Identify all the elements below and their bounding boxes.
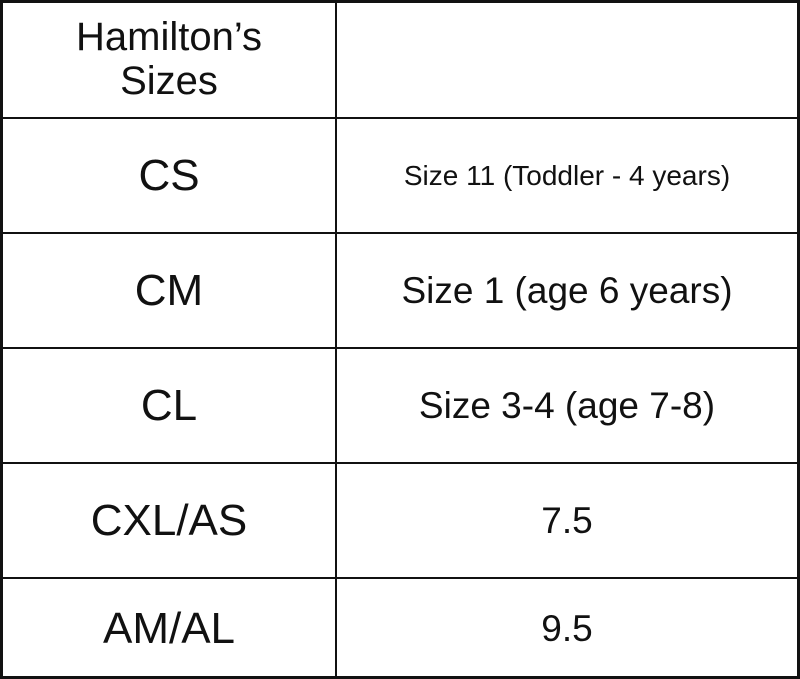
header-row: Hamilton’s Sizes [2, 2, 798, 119]
table-row: CS Size 11 (Toddler - 4 years) [2, 117, 798, 234]
size-equivalent: 9.5 [335, 577, 798, 679]
size-code: CXL/AS [2, 462, 337, 579]
size-equivalent: Size 3-4 (age 7-8) [335, 347, 798, 464]
size-equivalent: 7.5 [335, 462, 798, 579]
table-row: CM Size 1 (age 6 years) [2, 232, 798, 349]
size-equivalent: Size 11 (Toddler - 4 years) [335, 117, 798, 234]
size-equivalent: Size 1 (age 6 years) [335, 232, 798, 349]
size-code: AM/AL [2, 577, 337, 679]
size-code: CL [2, 347, 337, 464]
header-text: Hamilton’s Sizes [76, 15, 262, 103]
size-code: CM [2, 232, 337, 349]
header-cell: Hamilton’s Sizes [2, 2, 337, 119]
table-row: CXL/AS 7.5 [2, 462, 798, 579]
table-row: AM/AL 9.5 [2, 577, 798, 679]
size-code: CS [2, 117, 337, 234]
header-cell-empty [335, 2, 798, 119]
table-row: CL Size 3-4 (age 7-8) [2, 347, 798, 464]
